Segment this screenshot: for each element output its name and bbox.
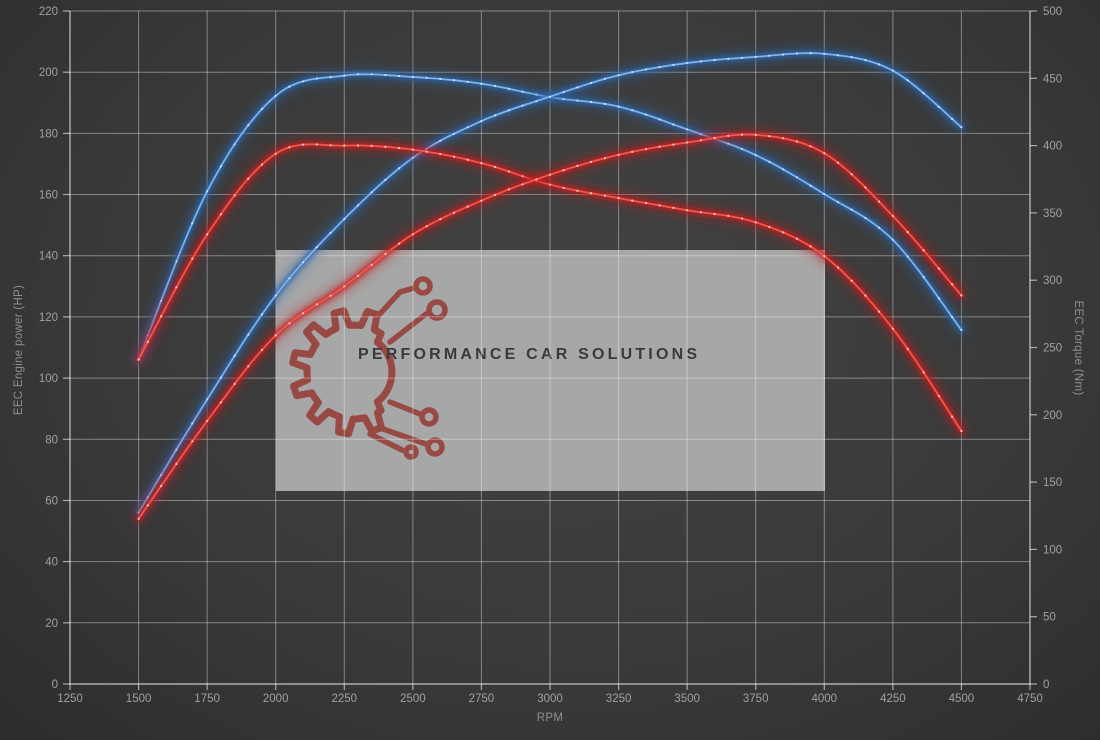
svg-text:350: 350 xyxy=(1043,208,1062,220)
svg-text:60: 60 xyxy=(45,496,58,508)
grid-lines xyxy=(69,10,1031,685)
svg-text:140: 140 xyxy=(39,251,58,263)
svg-text:2250: 2250 xyxy=(332,693,358,705)
red-power-curve xyxy=(133,129,967,525)
svg-text:3750: 3750 xyxy=(743,693,769,705)
svg-text:4000: 4000 xyxy=(812,693,838,705)
blue-power-curve xyxy=(133,47,967,519)
x-axis-title: RPM xyxy=(536,712,564,724)
svg-text:0: 0 xyxy=(1043,679,1049,691)
svg-text:1250: 1250 xyxy=(57,693,83,705)
svg-text:3250: 3250 xyxy=(606,693,632,705)
red-torque-curve xyxy=(133,138,967,437)
svg-text:4250: 4250 xyxy=(880,693,906,705)
svg-text:20: 20 xyxy=(45,618,58,630)
svg-text:2500: 2500 xyxy=(400,693,426,705)
svg-text:400: 400 xyxy=(1043,141,1062,153)
svg-text:200: 200 xyxy=(39,67,58,79)
svg-text:150: 150 xyxy=(1043,477,1062,489)
svg-text:100: 100 xyxy=(39,373,58,385)
svg-text:50: 50 xyxy=(1043,612,1056,624)
svg-text:120: 120 xyxy=(39,312,58,324)
svg-text:1750: 1750 xyxy=(194,693,220,705)
svg-text:3500: 3500 xyxy=(674,693,700,705)
svg-text:220: 220 xyxy=(39,6,58,18)
watermark-box: PERFORMANCE CAR SOLUTIONS xyxy=(276,250,825,491)
svg-text:80: 80 xyxy=(45,434,58,446)
left-tick-labels: 0 20 40 60 80 100 120 140 160 180 200 220 xyxy=(39,6,58,691)
svg-text:300: 300 xyxy=(1043,275,1062,287)
svg-text:3000: 3000 xyxy=(537,693,563,705)
svg-text:0: 0 xyxy=(52,679,58,691)
svg-text:100: 100 xyxy=(1043,544,1062,556)
svg-text:1500: 1500 xyxy=(126,693,152,705)
left-axis-title: EEC Engine power (HP) xyxy=(13,284,25,416)
svg-text:4750: 4750 xyxy=(1017,693,1043,705)
svg-text:160: 160 xyxy=(39,190,58,202)
gear-circuit-logo xyxy=(289,276,448,460)
svg-text:2750: 2750 xyxy=(469,693,495,705)
right-tick-labels: 0 50 100 150 200 250 300 350 400 450 500 xyxy=(1043,6,1062,691)
watermark-text: PERFORMANCE CAR SOLUTIONS xyxy=(358,346,701,363)
svg-text:250: 250 xyxy=(1043,343,1062,355)
right-axis-title: EEC Torque (Nm) xyxy=(1072,300,1084,396)
svg-text:4500: 4500 xyxy=(949,693,975,705)
axis-lines xyxy=(63,10,1037,690)
svg-text:2000: 2000 xyxy=(263,693,289,705)
svg-text:200: 200 xyxy=(1043,410,1062,422)
svg-text:180: 180 xyxy=(39,128,58,140)
svg-text:40: 40 xyxy=(45,557,58,569)
svg-text:500: 500 xyxy=(1043,6,1062,18)
svg-text:450: 450 xyxy=(1043,73,1062,85)
x-tick-labels: 1250 1500 1750 2000 2250 2500 2750 3000 3250 3500… xyxy=(57,693,1043,705)
